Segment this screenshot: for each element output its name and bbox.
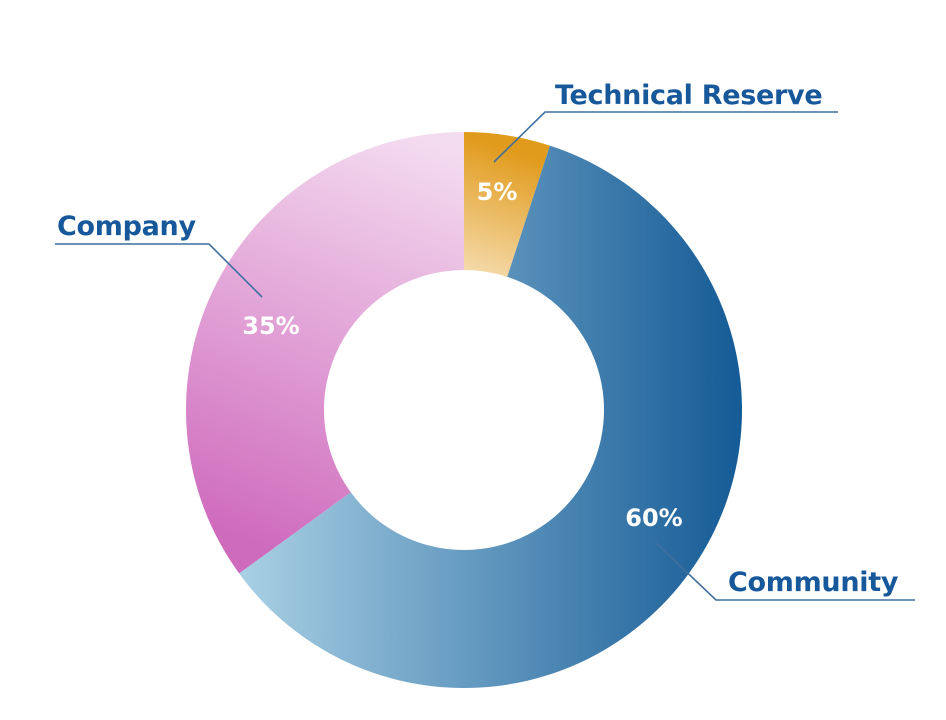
technical-reserve-slice [464, 132, 550, 277]
community-slice [239, 145, 743, 688]
community-label: Community [728, 567, 899, 598]
community-leader-line [654, 541, 915, 601]
company-leader-line [55, 243, 263, 298]
technical-reserve-value-label: 5% [477, 178, 518, 206]
community-value-label: 60% [625, 504, 682, 532]
donut-slices [186, 132, 743, 688]
technical-reserve-leader-line [493, 111, 838, 163]
community-callout: Community [654, 541, 915, 601]
technical-reserve-label: Technical Reserve [555, 80, 822, 111]
technical-reserve-callout: Technical Reserve [493, 80, 838, 163]
company-callout: Company [55, 211, 263, 298]
company-slice [186, 132, 464, 574]
company-value-label: 35% [242, 312, 299, 340]
company-label: Company [57, 211, 196, 242]
